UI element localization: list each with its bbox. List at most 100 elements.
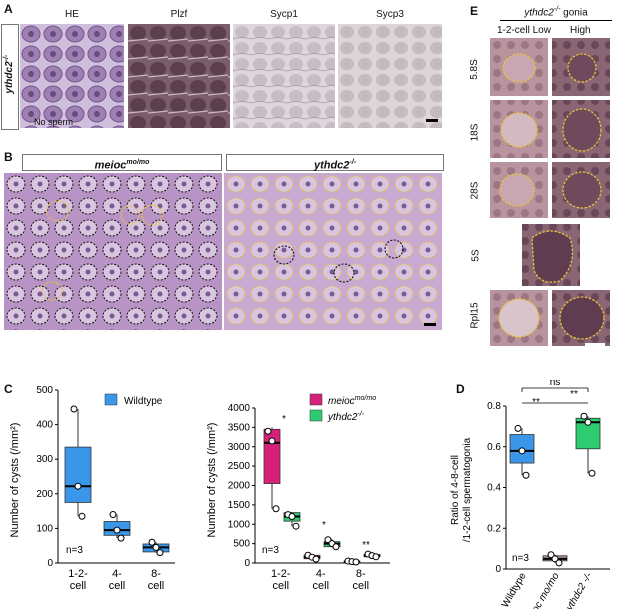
micrograph-sycp1 (233, 24, 335, 128)
box (64, 446, 92, 503)
panel-e-col-high: High (570, 25, 591, 36)
chart-d-ylabel-2: /1-2-cell spermatogonia (462, 437, 473, 542)
legend-meioc: meiocmo/mo (328, 395, 376, 407)
y-tick-label: 4000 (228, 403, 251, 414)
y-tick-label: 200 (36, 489, 53, 500)
panel-a-col-he: HE (65, 9, 79, 20)
x-tick-label: cell (313, 580, 330, 592)
panel-b-left-title: meiocmo/mo (22, 154, 222, 172)
data-point (292, 522, 300, 530)
row-label-28s: 28S (469, 181, 481, 200)
legend-swatch-meioc (309, 393, 323, 406)
x-tick-label: Wildtype (500, 571, 529, 609)
micrograph-he (20, 24, 124, 128)
x-tick-label: 8- (356, 568, 366, 580)
data-point (551, 555, 559, 563)
panel-e-label: E (470, 4, 479, 18)
y-tick-label: 0.6 (487, 442, 501, 453)
y-tick-label: 0.4 (487, 483, 501, 494)
legend-swatch-wildtype (104, 393, 118, 406)
row-label-5-8s: 5.8S (468, 59, 480, 80)
panel-e-col-low: 1-2-cell Low (497, 25, 551, 36)
x-tick-label: 4- (316, 568, 326, 580)
panel-a-col-sycp1: Sycp1 (270, 9, 298, 20)
data-point (522, 471, 530, 479)
data-point (352, 558, 360, 566)
y-tick-label: 1000 (228, 519, 251, 530)
data-point (555, 559, 563, 567)
sig-d-left: ** (532, 397, 540, 408)
y-tick-label: 0 (244, 558, 250, 569)
sig-d-ns: ns (550, 380, 561, 388)
chart-c-left-n: n=3 (66, 545, 83, 556)
x-tick-label: cell (148, 580, 165, 592)
x-tick-label: ythdc2 -/- (564, 570, 595, 609)
row-label-5s: 5S (470, 249, 482, 262)
panel-e-header-rule (500, 20, 612, 21)
chart-d-n: n=3 (512, 553, 529, 564)
y-tick-label: 0.8 (487, 401, 501, 412)
panel-b-right-title: ythdc2-/- (226, 154, 444, 172)
data-point (152, 543, 160, 551)
micrograph-meioc (4, 173, 222, 330)
y-tick-label: 3500 (228, 422, 251, 433)
data-point (78, 512, 86, 520)
data-point (588, 469, 596, 477)
no-sperm-annotation: No sperm (34, 117, 74, 127)
data-point (74, 482, 82, 490)
row-label-18s: 18S (469, 123, 481, 142)
data-point (70, 405, 78, 413)
data-point (514, 424, 522, 432)
panel-a-label: A (4, 2, 13, 16)
scale-bar (585, 343, 605, 346)
chart-c-left-ylabel: Number of cysts (/mm²) (9, 423, 21, 538)
micrograph-sycp3 (338, 24, 442, 128)
x-tick-label: 8- (151, 568, 161, 580)
y-tick-label: 0 (47, 558, 53, 569)
y-tick-label: 0 (495, 564, 501, 575)
panel-a-col-sycp3: Sycp3 (376, 9, 404, 20)
chart-c-left (57, 390, 175, 564)
panel-a-row-label-box (1, 24, 19, 130)
x-tick-label: cell (353, 580, 370, 592)
data-point (584, 418, 592, 426)
data-point (264, 427, 272, 435)
y-tick-label: 400 (36, 420, 53, 431)
data-point (113, 526, 121, 534)
x-tick-label: cell (273, 580, 290, 592)
legend-ythdc2: ythdc2-/- (327, 411, 365, 423)
sig-c-1-2-cell: * (282, 414, 286, 425)
x-tick-label: 1-2- (68, 568, 88, 580)
y-tick-label: 2500 (228, 461, 251, 472)
panel-d-label: D (456, 382, 465, 396)
sig-c-4-cell: * (322, 520, 326, 531)
y-tick-label: 0.2 (487, 523, 501, 534)
panel-b-label: B (4, 150, 13, 164)
legend-swatch-ythdc2 (309, 409, 323, 422)
scale-bar (426, 119, 438, 122)
gonia-grid (490, 38, 610, 346)
data-point (332, 543, 340, 551)
y-tick-label: 500 (233, 539, 250, 550)
chart-c-right-ylabel: Number of cysts (/mm²) (206, 423, 218, 538)
data-point (312, 555, 320, 563)
y-tick-label: 1500 (228, 500, 251, 511)
y-tick-label: 2000 (228, 481, 251, 492)
data-point (580, 412, 588, 420)
sig-d-right: ** (570, 389, 578, 400)
x-tick-label: 1-2- (271, 568, 291, 580)
panel-d-chart: Ratio of 4-8-cell /1-2-cell spermatogoni… (450, 380, 610, 609)
data-point (547, 551, 555, 559)
scale-bar (424, 323, 436, 326)
panel-e-header: ythdc2-/- gonia (524, 6, 588, 19)
data-point (518, 447, 526, 455)
chart-d-ylabel-1: Ratio of 4-8-cell (450, 455, 461, 525)
data-point (117, 534, 125, 542)
x-tick-label: cell (109, 580, 126, 592)
data-point (272, 505, 280, 513)
y-tick-label: 3000 (228, 442, 251, 453)
y-tick-label: 500 (36, 385, 53, 396)
panel-c-label: C (4, 382, 13, 396)
row-label-rpl15: Rpl15 (469, 302, 481, 329)
panel-c-charts: Number of cysts (/mm²) Wildtype n=3 Numb… (9, 385, 390, 592)
